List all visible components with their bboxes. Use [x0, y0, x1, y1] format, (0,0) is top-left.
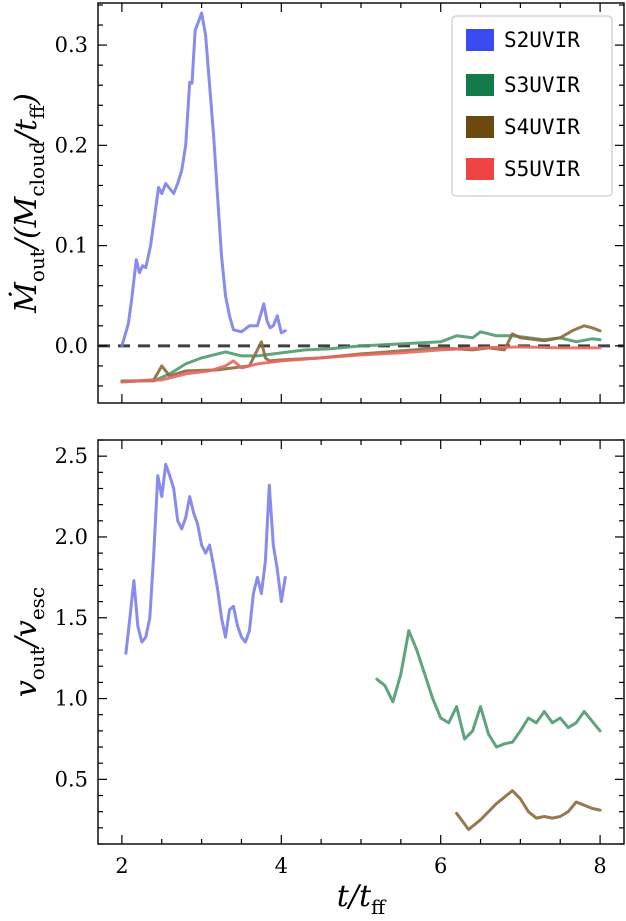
top-panel: 0.0 0.1 0.2 0.3 Ṁout/(Mcloud/tff) S2UVIR S3…: [8, 2, 625, 404]
legend-label-s4uvir: S4UVIR: [504, 115, 580, 139]
x-tick-label: 6: [434, 854, 447, 878]
top-panel-ticks: [98, 3, 624, 403]
y-tick-label: 0.0: [55, 334, 88, 358]
y-tick-label: 0.3: [55, 33, 88, 57]
legend-swatch-s3uvir: [466, 74, 494, 96]
series-line-s4uvir: [120, 324, 602, 384]
bottom-panel: 0.5 1.0 1.5 2.0 2.5 2 4 6 8 vout/vesc t/tff: [9, 439, 625, 919]
top-panel-series: [120, 11, 602, 384]
y-tick-label: 0.2: [55, 133, 88, 157]
y-tick-label: 0.5: [55, 767, 88, 791]
series-line-s2uvir: [120, 11, 287, 348]
legend-swatch-s2uvir: [466, 29, 494, 51]
x-tick-label: 8: [593, 854, 606, 878]
series-line-s2uvir: [124, 462, 287, 655]
top-y-axis-label: Ṁout/(Mcloud/tff): [8, 93, 49, 314]
legend-box: [451, 15, 613, 197]
legend-swatch-s5uvir: [466, 158, 494, 180]
y-tick-label: 0.1: [55, 234, 88, 258]
legend: S2UVIR S3UVIR S4UVIR S5UVIR: [451, 15, 613, 197]
x-tick-label: 2: [115, 854, 128, 878]
legend-label-s2uvir: S2UVIR: [504, 28, 580, 52]
y-tick-label: 1.5: [55, 606, 88, 630]
bottom-panel-ticks: [98, 439, 624, 845]
series-line-s3uvir: [375, 629, 602, 749]
bottom-panel-frame: [97, 439, 625, 845]
legend-swatch-s4uvir: [466, 116, 494, 138]
y-tick-label: 1.0: [55, 687, 88, 711]
bottom-y-axis-label: vout/vesc: [9, 587, 49, 697]
x-tick-label: 4: [275, 854, 288, 878]
bottom-panel-series: [124, 462, 602, 831]
legend-label-s3uvir: S3UVIR: [504, 73, 580, 97]
y-tick-label: 2.0: [55, 525, 88, 549]
series-line-s4uvir: [455, 789, 602, 831]
bottom-panel-x-tick-labels: 2 4 6 8: [115, 854, 607, 878]
x-axis-label: t/tff: [337, 879, 387, 919]
bottom-panel-y-tick-labels: 0.5 1.0 1.5 2.0 2.5: [55, 444, 88, 791]
series-line-s5uvir: [120, 345, 602, 384]
top-panel-y-tick-labels: 0.0 0.1 0.2 0.3: [55, 33, 88, 358]
legend-label-s5uvir: S5UVIR: [504, 157, 580, 181]
y-tick-label: 2.5: [55, 444, 88, 468]
